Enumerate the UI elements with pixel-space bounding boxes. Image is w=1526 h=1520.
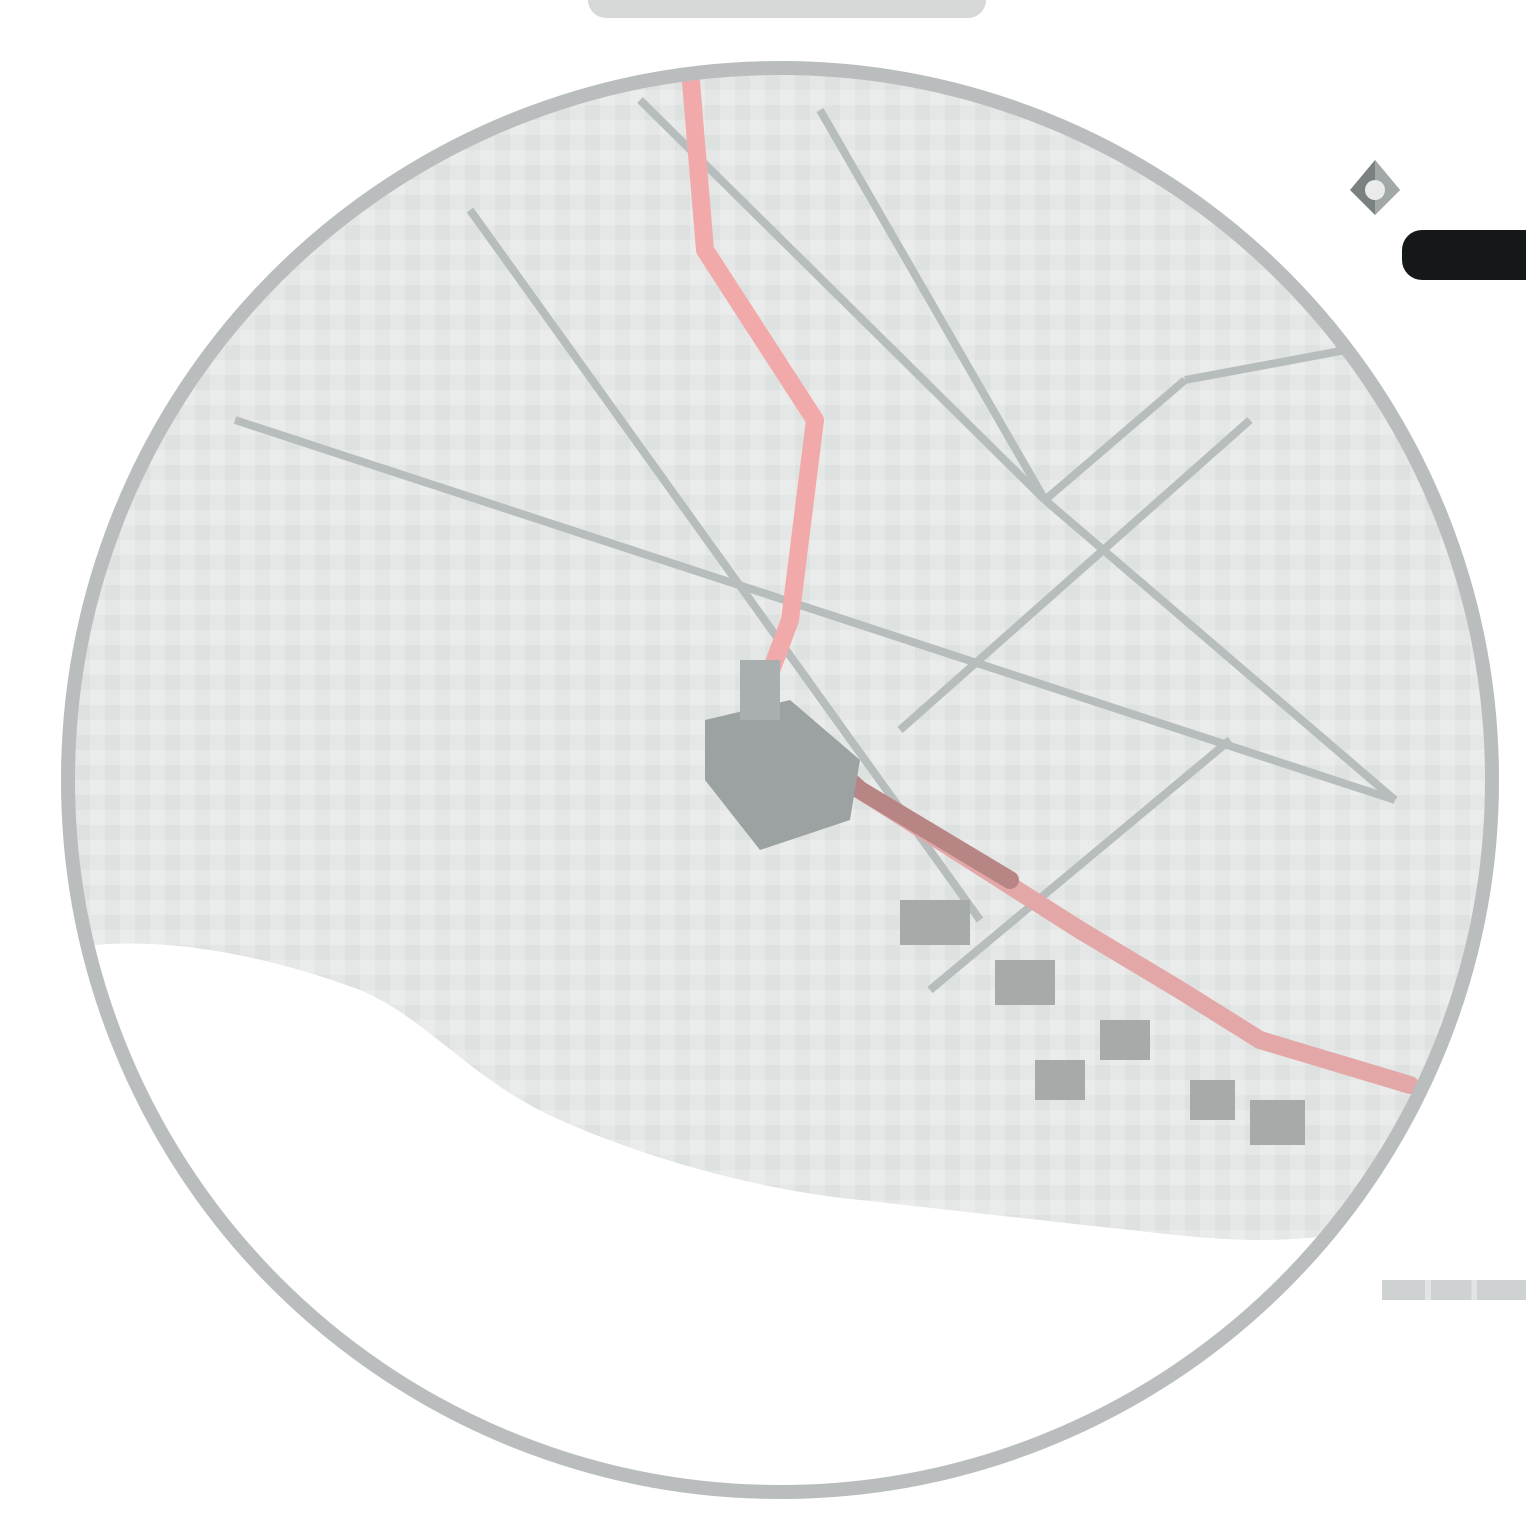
dark-control[interactable] [1402, 230, 1526, 280]
scale-bar [1382, 1280, 1526, 1300]
road-3 [637, 97, 1048, 503]
block-6 [1250, 1100, 1305, 1145]
pin-icon[interactable] [1330, 150, 1430, 230]
road-1 [233, 416, 1397, 804]
road-6 [1042, 376, 1188, 504]
road-8 [897, 417, 1253, 733]
block-4 [1035, 1060, 1085, 1100]
top-handle[interactable] [588, 0, 986, 18]
map-border-ring [61, 61, 1499, 1499]
block-5 [1190, 1080, 1235, 1120]
blank-area [68, 943, 1492, 1492]
scale-label [1382, 1270, 1526, 1310]
city-center [705, 660, 860, 850]
block-2 [995, 960, 1055, 1005]
road-9 [927, 736, 1233, 994]
block-3 [1100, 1020, 1150, 1060]
blocks [900, 900, 1305, 1145]
block-1 [900, 900, 970, 945]
roads [233, 97, 1401, 994]
road-5 [816, 108, 1049, 502]
